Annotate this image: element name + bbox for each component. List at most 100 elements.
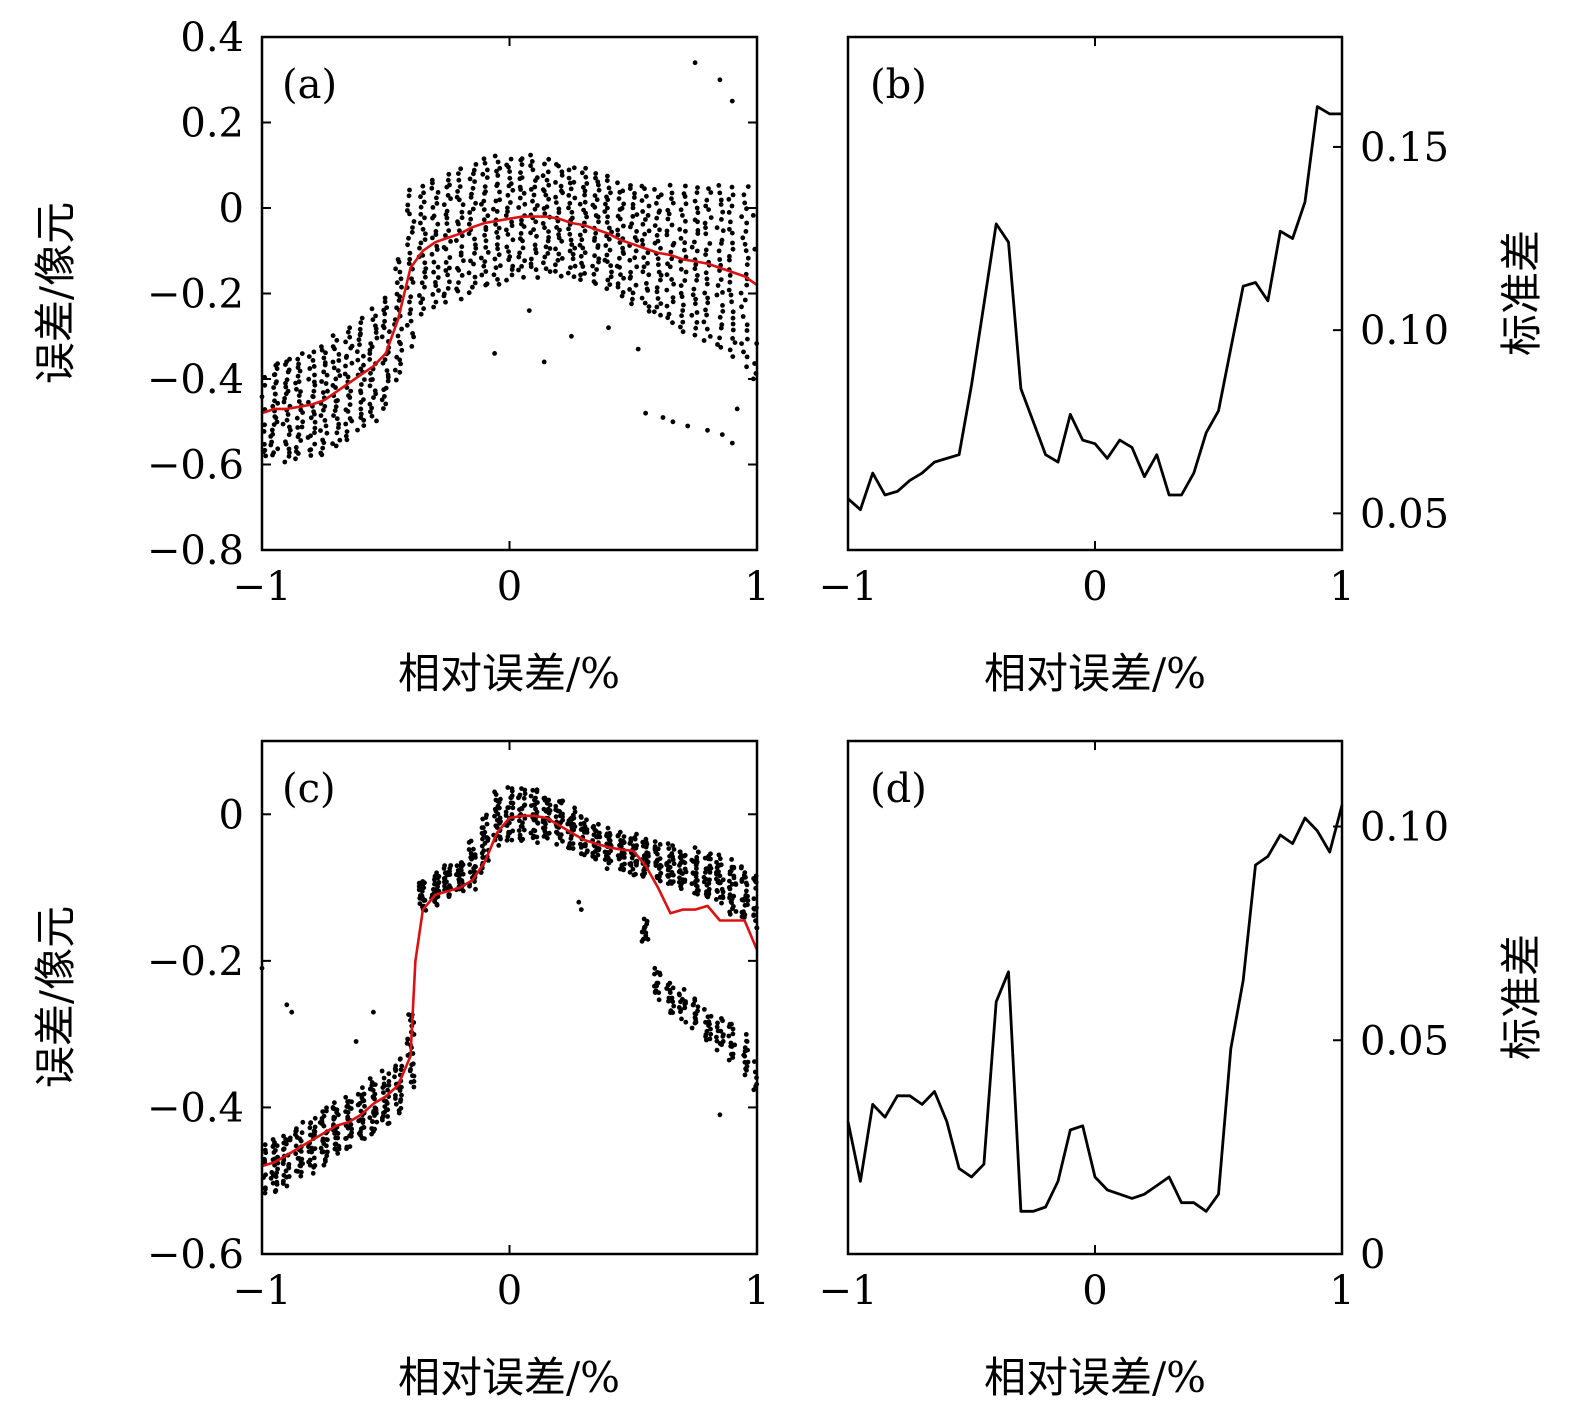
scatter-point bbox=[503, 813, 509, 818]
scatter-point bbox=[337, 373, 343, 379]
scatter-point bbox=[417, 293, 422, 298]
scatter-point bbox=[509, 837, 515, 843]
scatter-point bbox=[321, 369, 327, 375]
scatter-point bbox=[433, 887, 439, 893]
scatter-point bbox=[602, 209, 608, 215]
scatter-point bbox=[332, 1100, 337, 1106]
scatter-point bbox=[312, 1163, 318, 1168]
scatter-point bbox=[460, 871, 466, 877]
scatter-point bbox=[431, 213, 437, 219]
scatter-point bbox=[482, 184, 488, 190]
scatter-point bbox=[655, 980, 661, 986]
scatter-point bbox=[528, 163, 533, 169]
scatter-point bbox=[744, 220, 750, 226]
scatter-point bbox=[657, 856, 663, 861]
scatter-point bbox=[689, 881, 695, 887]
scatter-point bbox=[628, 183, 633, 188]
scatter-point bbox=[308, 415, 314, 421]
scatter-point bbox=[343, 363, 348, 369]
scatter-point bbox=[320, 437, 325, 443]
panel-label: (c) bbox=[282, 766, 336, 812]
scatter-point bbox=[466, 221, 472, 227]
scatter-outlier bbox=[705, 427, 710, 433]
scatter-point bbox=[296, 361, 301, 367]
scatter-point bbox=[282, 459, 288, 465]
scatter-point bbox=[468, 838, 474, 844]
scatter-point bbox=[481, 156, 487, 162]
scatter-point bbox=[553, 262, 558, 268]
scatter-point bbox=[715, 342, 720, 347]
scatter-point bbox=[730, 240, 735, 246]
scatter-point bbox=[442, 863, 447, 868]
scatter-point bbox=[678, 236, 684, 241]
scatter-point bbox=[559, 188, 564, 194]
scatter-point bbox=[443, 233, 448, 238]
scatter-point bbox=[381, 1081, 387, 1087]
scatter-point bbox=[467, 862, 472, 867]
scatter-point bbox=[658, 870, 664, 876]
scatter-point bbox=[668, 249, 674, 255]
scatter-point bbox=[726, 196, 732, 202]
scatter-point bbox=[532, 184, 538, 190]
scatter-point bbox=[470, 284, 475, 290]
scatter-point bbox=[393, 1093, 398, 1098]
scatter-point bbox=[658, 245, 663, 251]
scatter-point bbox=[482, 259, 488, 264]
scatter-point bbox=[359, 315, 365, 321]
scatter-point bbox=[306, 1159, 311, 1165]
scatter-point bbox=[271, 450, 276, 456]
scatter-point bbox=[283, 384, 289, 390]
scatter-point bbox=[667, 879, 673, 884]
scatter-point bbox=[741, 349, 746, 355]
scatter-point bbox=[743, 880, 749, 886]
scatter-point bbox=[358, 415, 364, 420]
scatter-point bbox=[293, 1143, 299, 1149]
scatter-point bbox=[286, 453, 292, 459]
scatter-point bbox=[431, 269, 436, 275]
scatter-point bbox=[420, 296, 426, 302]
scatter-point bbox=[645, 260, 650, 266]
scatter-point bbox=[295, 356, 301, 362]
scatter-point bbox=[494, 209, 500, 214]
scatter-point bbox=[578, 253, 584, 259]
scatter-point bbox=[583, 174, 589, 180]
scatter-point bbox=[730, 315, 736, 321]
scatter-point bbox=[634, 229, 639, 234]
scatter-point bbox=[657, 970, 662, 976]
scatter-point bbox=[528, 187, 534, 192]
scatter-point bbox=[307, 1125, 313, 1131]
scatter-point bbox=[443, 299, 448, 305]
scatter-point bbox=[263, 1185, 268, 1191]
scatter-point bbox=[553, 194, 558, 200]
scatter-point bbox=[703, 247, 709, 253]
series-line-mean bbox=[261, 814, 759, 1168]
scatter-point bbox=[321, 407, 326, 413]
scatter-point bbox=[744, 328, 750, 333]
y-tick-label: 0.4 bbox=[180, 15, 244, 61]
scatter-point bbox=[544, 177, 550, 183]
scatter-point bbox=[508, 156, 514, 162]
scatter-point bbox=[493, 222, 498, 227]
scatter-point bbox=[410, 331, 415, 336]
scatter-point bbox=[694, 190, 700, 196]
scatter-point bbox=[604, 831, 610, 837]
scatter-point bbox=[459, 215, 465, 221]
scatter-point bbox=[518, 170, 523, 176]
scatter-point bbox=[639, 198, 645, 204]
panel-label: (a) bbox=[282, 62, 337, 108]
scatter-point bbox=[682, 879, 688, 884]
scatter-point bbox=[584, 817, 589, 823]
scatter-point bbox=[522, 787, 528, 793]
scatter-point bbox=[693, 301, 698, 307]
scatter-points bbox=[259, 60, 760, 465]
scatter-point bbox=[741, 872, 747, 878]
scatter-point bbox=[434, 243, 440, 249]
scatter-point bbox=[311, 409, 316, 414]
scatter-point bbox=[466, 231, 472, 237]
scatter-point bbox=[546, 156, 552, 162]
scatter-point bbox=[559, 256, 565, 261]
scatter-point bbox=[418, 311, 424, 317]
scatter-point bbox=[386, 1120, 392, 1126]
scatter-point bbox=[605, 205, 610, 211]
scatter-point bbox=[656, 269, 662, 275]
